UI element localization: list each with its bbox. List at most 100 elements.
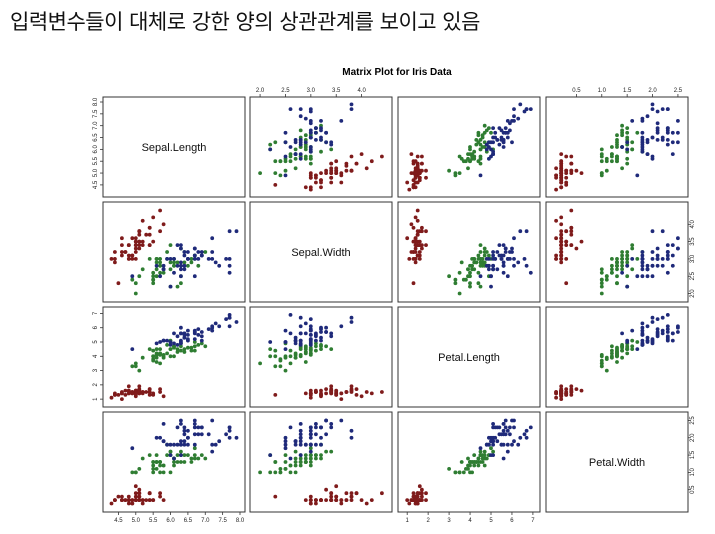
x-tick-label: 7.5	[218, 518, 227, 524]
data-point	[482, 130, 487, 135]
data-point	[314, 341, 318, 346]
data-point	[670, 130, 675, 135]
data-point	[213, 260, 218, 265]
data-point	[665, 142, 670, 147]
data-point	[137, 246, 142, 251]
data-point	[655, 138, 660, 142]
data-point	[478, 250, 483, 254]
data-point	[182, 250, 187, 254]
data-point	[158, 494, 163, 499]
data-point	[329, 331, 334, 336]
data-point	[206, 432, 211, 437]
data-point	[620, 345, 624, 350]
data-point	[303, 321, 308, 326]
data-point	[168, 260, 173, 265]
data-point	[476, 159, 481, 164]
data-point	[308, 343, 313, 347]
data-point	[298, 331, 303, 336]
data-point	[308, 130, 313, 135]
data-point	[339, 397, 344, 401]
data-point	[476, 281, 481, 286]
data-point	[314, 432, 318, 437]
data-point	[604, 357, 609, 361]
x-tick-label: 5	[489, 518, 493, 524]
data-point	[640, 257, 645, 261]
data-point	[182, 253, 187, 258]
data-point	[203, 456, 208, 461]
data-point	[308, 154, 313, 159]
data-point	[196, 250, 201, 254]
data-point	[303, 140, 308, 145]
data-point	[457, 470, 462, 475]
data-point	[528, 270, 533, 275]
data-point	[615, 260, 619, 265]
data-point	[324, 391, 328, 396]
data-point	[630, 338, 635, 343]
data-point	[559, 243, 564, 248]
data-point	[319, 327, 323, 331]
data-point	[620, 166, 624, 171]
data-point	[569, 390, 574, 394]
data-point	[472, 267, 477, 272]
data-point	[126, 494, 131, 499]
data-point	[569, 225, 574, 230]
data-point	[329, 390, 334, 394]
data-point	[227, 435, 232, 440]
data-point	[620, 260, 624, 265]
data-point	[298, 428, 303, 433]
data-point	[615, 274, 619, 279]
data-point	[192, 274, 197, 279]
data-point	[415, 253, 420, 258]
y-tick-label: 2.5	[690, 271, 696, 280]
data-point	[192, 422, 197, 426]
data-point	[413, 494, 418, 499]
data-point	[655, 121, 660, 126]
data-point	[126, 498, 131, 502]
data-point	[645, 140, 650, 145]
data-point	[484, 442, 489, 447]
data-point	[179, 422, 183, 426]
data-point	[273, 393, 278, 397]
data-point	[151, 467, 156, 471]
y-tick-label: 4.0	[690, 219, 696, 228]
data-point	[564, 229, 569, 234]
data-point	[505, 428, 510, 433]
variable-label: Petal.Width	[589, 457, 645, 469]
data-point	[151, 281, 156, 286]
data-point	[113, 260, 117, 265]
data-point	[655, 334, 660, 339]
data-point	[650, 102, 655, 107]
data-point	[165, 338, 170, 343]
x-tick-label: 2.0	[256, 88, 265, 94]
data-point	[501, 428, 506, 433]
y-tick-label: 6.0	[93, 145, 99, 154]
data-point	[130, 347, 135, 351]
data-point	[126, 384, 131, 389]
data-point	[625, 347, 630, 351]
data-point	[168, 243, 173, 248]
data-point	[303, 185, 308, 190]
data-point	[508, 432, 512, 437]
data-point	[154, 453, 159, 457]
data-point	[499, 442, 504, 447]
x-tick-label: 2.5	[281, 88, 290, 94]
data-point	[298, 432, 303, 437]
data-point	[630, 243, 635, 248]
data-point	[172, 331, 176, 336]
data-point	[610, 351, 614, 356]
data-point	[120, 253, 124, 258]
data-point	[196, 425, 201, 430]
panel-frame	[545, 96, 689, 198]
data-point	[640, 333, 645, 337]
data-point	[501, 422, 506, 426]
data-point	[660, 257, 665, 261]
data-point	[283, 140, 288, 145]
y-tick-label: 1.5	[690, 450, 696, 459]
data-point	[484, 250, 489, 254]
data-point	[369, 391, 374, 396]
data-point	[579, 239, 584, 244]
data-point	[505, 442, 510, 447]
data-point	[147, 491, 152, 496]
data-point	[349, 315, 354, 320]
data-point	[559, 232, 564, 237]
